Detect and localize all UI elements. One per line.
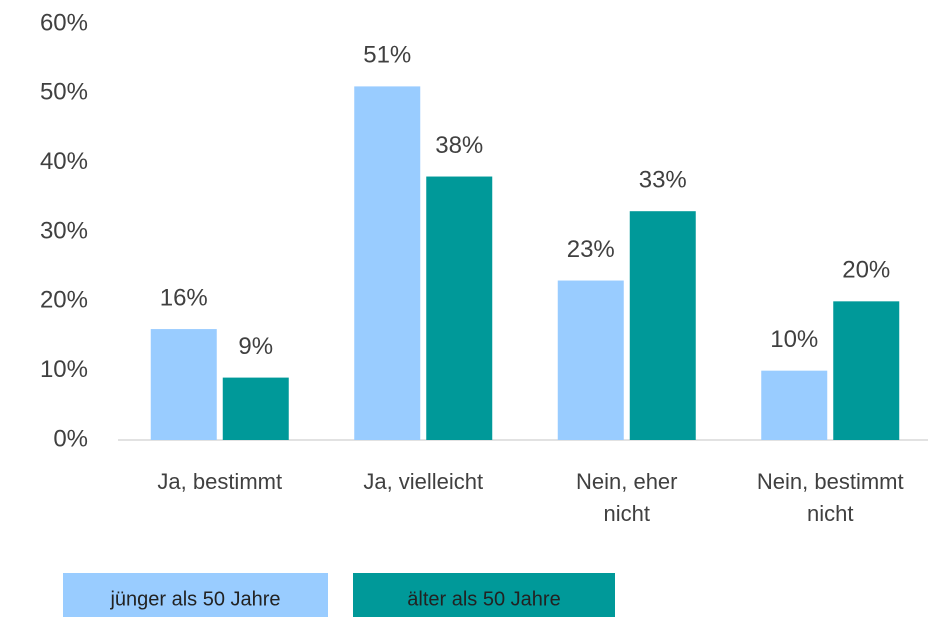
x-tick-label: Nein, bestimmt nicht — [756, 469, 904, 526]
legend-label: jünger als 50 Jahre — [109, 588, 280, 610]
y-tick-label: 10% — [40, 356, 88, 383]
legend-swatch — [353, 573, 615, 617]
bar — [629, 211, 696, 440]
data-label: 10% — [770, 326, 818, 353]
y-tick-label: 40% — [40, 148, 88, 175]
bar — [222, 377, 289, 440]
bar — [426, 176, 493, 441]
bar — [833, 301, 900, 440]
y-tick-label: 30% — [40, 217, 88, 244]
data-label: 9% — [238, 333, 273, 360]
y-tick-label: 20% — [40, 287, 88, 314]
bar — [354, 86, 421, 441]
data-label: 51% — [363, 42, 411, 69]
bar — [557, 280, 624, 440]
data-label: 20% — [842, 257, 890, 284]
legend-swatch — [63, 573, 328, 617]
y-tick-label: 50% — [40, 79, 88, 106]
x-tick-label: Nein, eher nicht — [575, 469, 678, 526]
y-tick-label: 0% — [53, 425, 88, 452]
bar — [150, 329, 217, 440]
data-label: 38% — [435, 132, 483, 159]
bar — [761, 370, 828, 440]
x-tick-label: Ja, vielleicht — [363, 469, 484, 494]
y-tick-label: 60% — [40, 9, 88, 36]
x-tick-label: Ja, bestimmt — [157, 469, 283, 494]
data-label: 33% — [639, 167, 687, 194]
data-label: 23% — [567, 236, 615, 263]
data-label: 16% — [160, 284, 208, 311]
legend-label: älter als 50 Jahre — [407, 588, 560, 610]
